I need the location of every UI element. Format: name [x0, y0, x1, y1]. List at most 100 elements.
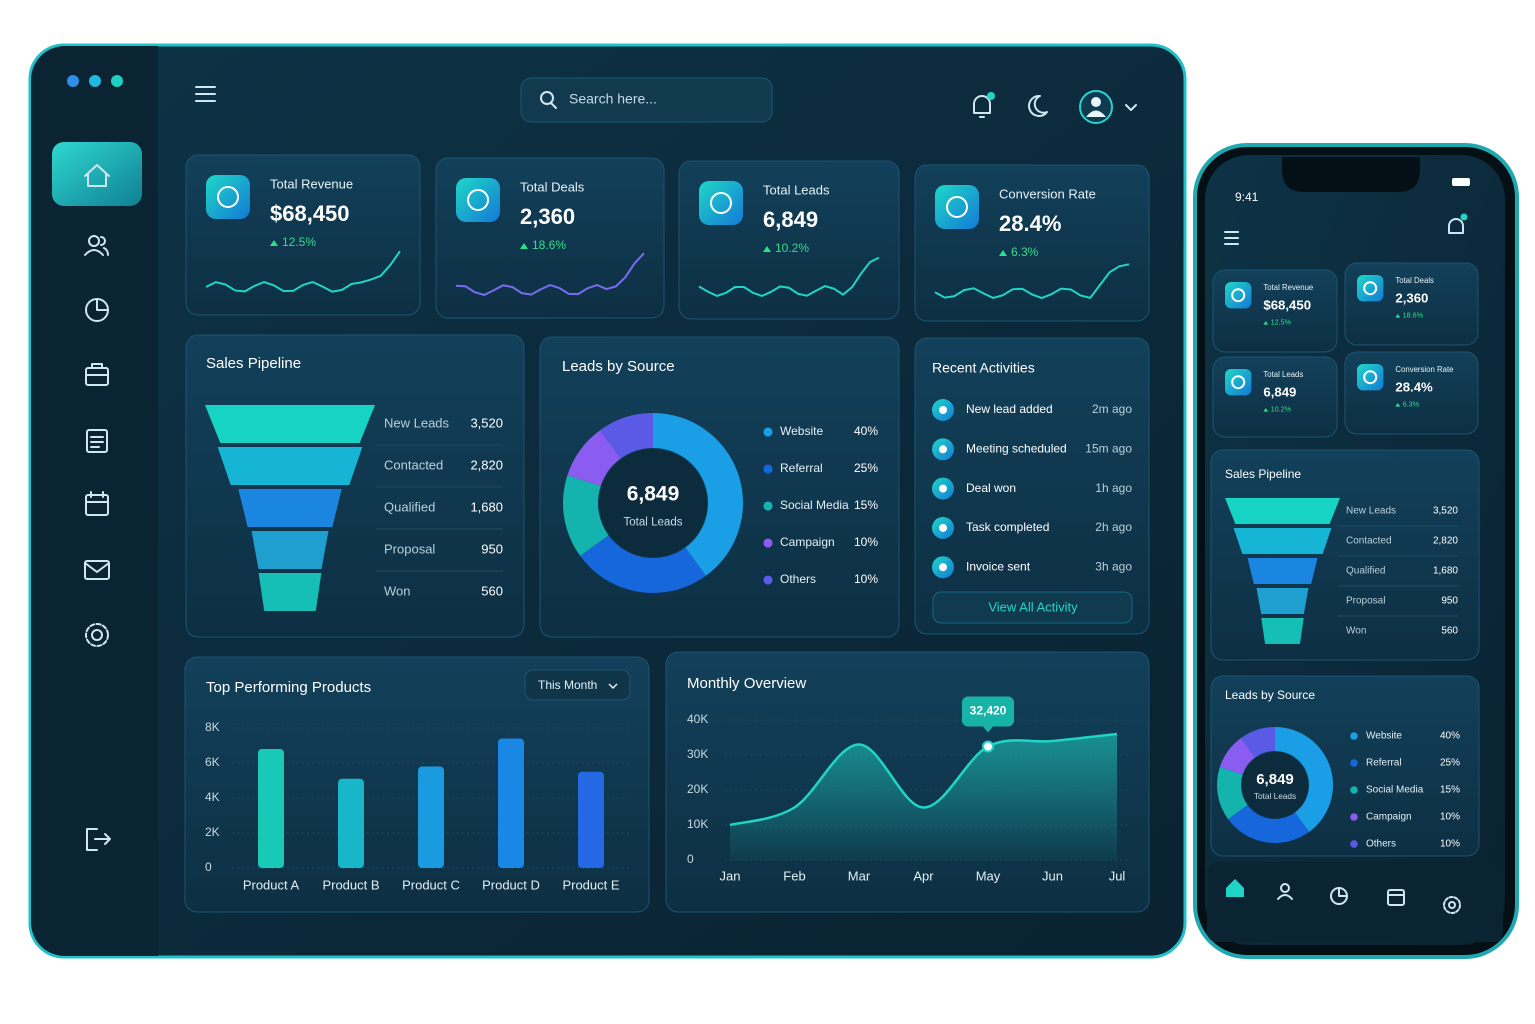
kpi-label: Total Deals	[1395, 276, 1434, 285]
donut-segment	[1228, 804, 1310, 843]
funnel-stage	[205, 405, 375, 443]
x-tick-label: May	[976, 868, 1001, 883]
kpi-sparkline	[934, 263, 1130, 300]
x-tick-label: Product E	[562, 877, 619, 892]
legend-value: 10%	[1440, 839, 1460, 850]
legend-dot	[1350, 786, 1358, 794]
kpi-icon-glyph	[1363, 281, 1378, 296]
view-all-button[interactable]	[932, 591, 1133, 624]
y-tick-label: 0	[687, 852, 694, 866]
search-icon	[540, 91, 554, 105]
kpi-change: 10.2%	[775, 241, 809, 255]
mobile-nav-home[interactable]	[1226, 879, 1244, 897]
area-fill	[730, 734, 1117, 860]
x-tick-label: Product A	[243, 877, 300, 892]
activity-icon-glyph	[939, 523, 947, 532]
trend-up-arrow	[1395, 403, 1401, 407]
activity-icon-glyph	[939, 445, 947, 454]
theme-toggle[interactable]	[1028, 94, 1048, 117]
search-box[interactable]	[520, 77, 773, 123]
donut-segment	[1217, 767, 1248, 820]
kpi-icon	[1357, 364, 1384, 391]
legend-label: Campaign	[1366, 812, 1412, 823]
legend-dot	[1350, 759, 1358, 767]
x-tick-label: Feb	[783, 868, 805, 883]
stage-label: Won	[1346, 626, 1366, 637]
panel-title: Leads by Source	[1225, 688, 1315, 702]
funnel-stage	[1256, 588, 1309, 614]
donut-hole	[1242, 752, 1308, 818]
activity-time: 3h ago	[1095, 559, 1132, 573]
legend-dot	[763, 538, 773, 548]
stage-label: Proposal	[384, 541, 435, 556]
kpi-icon-glyph	[1231, 375, 1246, 390]
funnel-stage	[238, 489, 342, 527]
kpi-label: Total Deals	[520, 179, 585, 194]
donut-segment	[1219, 738, 1256, 775]
x-tick-label: Product B	[322, 877, 379, 892]
stage-value: 950	[481, 541, 503, 556]
kpi-label: Total Leads	[1263, 370, 1303, 379]
bar	[498, 738, 524, 868]
x-tick-label: Product D	[482, 877, 540, 892]
nav-home[interactable]	[52, 142, 142, 206]
stage-value: 2,820	[1433, 536, 1458, 547]
legend-label: Others	[1366, 839, 1396, 850]
activity-icon-glyph	[939, 406, 947, 414]
kpi-label: Conversion Rate	[1395, 365, 1453, 374]
stage-value: 2,820	[470, 457, 503, 472]
mobile-notification[interactable]	[1448, 218, 1464, 234]
stage-label: Qualified	[384, 499, 435, 514]
activity-text: Deal won	[966, 481, 1016, 495]
panel-title: Monthly Overview	[687, 675, 806, 692]
kpi-change: 6.3%	[1011, 245, 1039, 259]
y-tick-label: 20K	[687, 782, 708, 796]
legend-dot	[763, 501, 773, 511]
funnel-stage	[217, 447, 363, 485]
notification-dot	[1460, 213, 1468, 221]
legend-label: Website	[780, 424, 823, 438]
mobile-menu[interactable]	[1224, 231, 1239, 245]
kpi-change: 18.6%	[532, 238, 566, 252]
mobile-nav-icons[interactable]	[1277, 883, 1461, 914]
profile-dropdown[interactable]	[1125, 104, 1137, 111]
filter-dropdown[interactable]	[524, 669, 631, 701]
y-tick-label: 40K	[687, 712, 708, 726]
legend-value: 25%	[1440, 758, 1460, 769]
kpi-icon	[935, 185, 979, 229]
notification-button[interactable]	[973, 95, 991, 118]
trend-up-arrow	[1263, 321, 1269, 325]
kpi-icon	[1225, 282, 1252, 309]
stage-value: 560	[1441, 626, 1458, 637]
mobile-nav	[1207, 862, 1503, 942]
y-tick-label: 6K	[205, 755, 220, 769]
legend-value: 25%	[854, 461, 878, 475]
legend-label: Referral	[1366, 758, 1402, 769]
highlight-point	[982, 740, 994, 753]
bar	[578, 771, 604, 868]
stage-value: 3,520	[470, 415, 503, 430]
nav-icons[interactable]	[84, 235, 111, 851]
funnel-stage	[1261, 618, 1304, 644]
menu-button[interactable]	[195, 86, 216, 102]
donut-segment	[1275, 727, 1333, 832]
kpi-change: 6.3%	[1403, 400, 1420, 409]
panel-title: Sales Pipeline	[1225, 467, 1301, 481]
legend-dot	[1350, 840, 1358, 848]
kpi-value: $68,450	[1263, 297, 1311, 312]
tooltip-label: 32,420	[970, 704, 1007, 718]
y-tick-label: 8K	[205, 720, 220, 734]
avatar-head	[1091, 97, 1101, 107]
panel-title: Leads by Source	[562, 358, 675, 375]
panel-title: Sales Pipeline	[206, 355, 301, 372]
kpi-value: 2,360	[1395, 290, 1428, 305]
legend-dot	[763, 427, 773, 437]
top-products-panel	[184, 656, 650, 913]
activity-time: 2m ago	[1092, 402, 1132, 416]
donut-segment	[653, 413, 743, 576]
filter-chevron	[608, 683, 618, 690]
window-dot	[89, 75, 101, 87]
legend-label: Others	[780, 572, 816, 586]
window-dot	[111, 75, 123, 87]
trend-up-arrow	[763, 246, 771, 252]
